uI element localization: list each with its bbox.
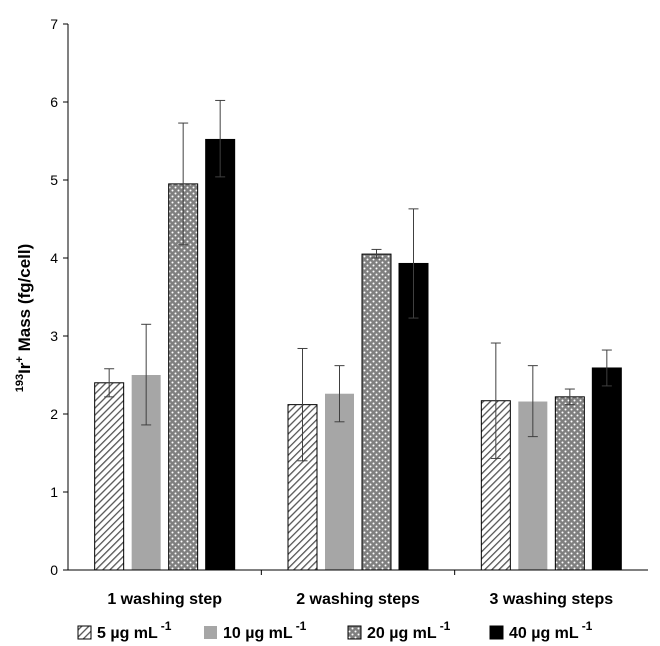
y-tick-label: 2 bbox=[50, 406, 58, 422]
legend-item: 20 µg mL -1 bbox=[347, 619, 451, 642]
x-category-label: 3 washing steps bbox=[490, 591, 614, 608]
y-axis-ticks: 0 1 2 3 4 5 6 7 bbox=[50, 16, 68, 578]
error-bar bbox=[297, 347, 308, 462]
y-tick-label: 5 bbox=[50, 172, 58, 188]
error-bar bbox=[408, 208, 419, 319]
legend-label: 10 µg mL -1 bbox=[223, 619, 307, 642]
x-axis-labels: 1 washing step 2 washing steps 3 washing s… bbox=[107, 591, 613, 608]
legend-label-superscript: -1 bbox=[582, 619, 593, 633]
legend-label-superscript: -1 bbox=[161, 619, 172, 633]
y-tick-label: 4 bbox=[50, 250, 58, 266]
error-bar bbox=[215, 99, 226, 178]
y-title-element: Ir bbox=[15, 362, 34, 374]
error-bar bbox=[371, 248, 382, 259]
error-bar bbox=[490, 342, 501, 459]
legend-label-text: 40 µg mL bbox=[509, 625, 579, 642]
legend-label: 20 µg mL -1 bbox=[367, 619, 451, 642]
legend-label-superscript: -1 bbox=[296, 619, 307, 633]
legend-swatch bbox=[77, 625, 92, 640]
x-category-label: 1 washing step bbox=[107, 591, 222, 608]
y-tick-label: 6 bbox=[50, 94, 58, 110]
bar bbox=[94, 382, 125, 571]
y-tick-label: 1 bbox=[50, 484, 58, 500]
legend-item: 10 µg mL -1 bbox=[204, 619, 307, 642]
axes-layer bbox=[67, 24, 648, 575]
x-category-label: 2 washing steps bbox=[296, 591, 420, 608]
y-tick-label: 0 bbox=[50, 562, 58, 578]
error-bar bbox=[178, 122, 189, 246]
y-title-charge: + bbox=[14, 356, 26, 362]
legend-label-text: 10 µg mL bbox=[223, 625, 293, 642]
legend-label-superscript: -1 bbox=[440, 619, 451, 633]
y-title-rest: Mass (fg/cell) bbox=[15, 244, 34, 356]
legend-swatch bbox=[347, 625, 362, 640]
legend-label: 40 µg mL -1 bbox=[509, 619, 593, 642]
error-bars-layer bbox=[104, 99, 612, 462]
error-bar bbox=[564, 388, 575, 406]
error-bar bbox=[334, 365, 345, 423]
y-title-isotope: 193 bbox=[14, 374, 26, 392]
y-axis-title: 193Ir+ Mass (fg/cell) bbox=[14, 244, 34, 393]
error-bar bbox=[104, 368, 115, 398]
bar bbox=[168, 183, 199, 571]
y-tick-label: 7 bbox=[50, 16, 58, 32]
legend-label: 5 µg mL -1 bbox=[97, 619, 172, 642]
error-bar bbox=[601, 349, 612, 387]
error-bar bbox=[527, 365, 538, 438]
bar bbox=[591, 367, 622, 571]
bar bbox=[205, 138, 236, 571]
legend-swatch bbox=[204, 626, 217, 639]
error-bar bbox=[141, 323, 152, 426]
legend: 5 µg mL -1 10 µg mL -1 20 µg mL -1 40 µg mL -1 bbox=[77, 619, 593, 642]
y-tick-label: 3 bbox=[50, 328, 58, 344]
legend-swatch bbox=[489, 625, 504, 640]
legend-label-text: 5 µg mL bbox=[97, 625, 158, 642]
legend-label-text: 20 µg mL bbox=[367, 625, 437, 642]
bar bbox=[325, 393, 354, 570]
bar bbox=[554, 396, 585, 571]
bars-layer bbox=[94, 138, 622, 571]
legend-item: 40 µg mL -1 bbox=[489, 619, 593, 642]
legend-item: 5 µg mL -1 bbox=[77, 619, 172, 642]
bar bbox=[361, 253, 392, 571]
